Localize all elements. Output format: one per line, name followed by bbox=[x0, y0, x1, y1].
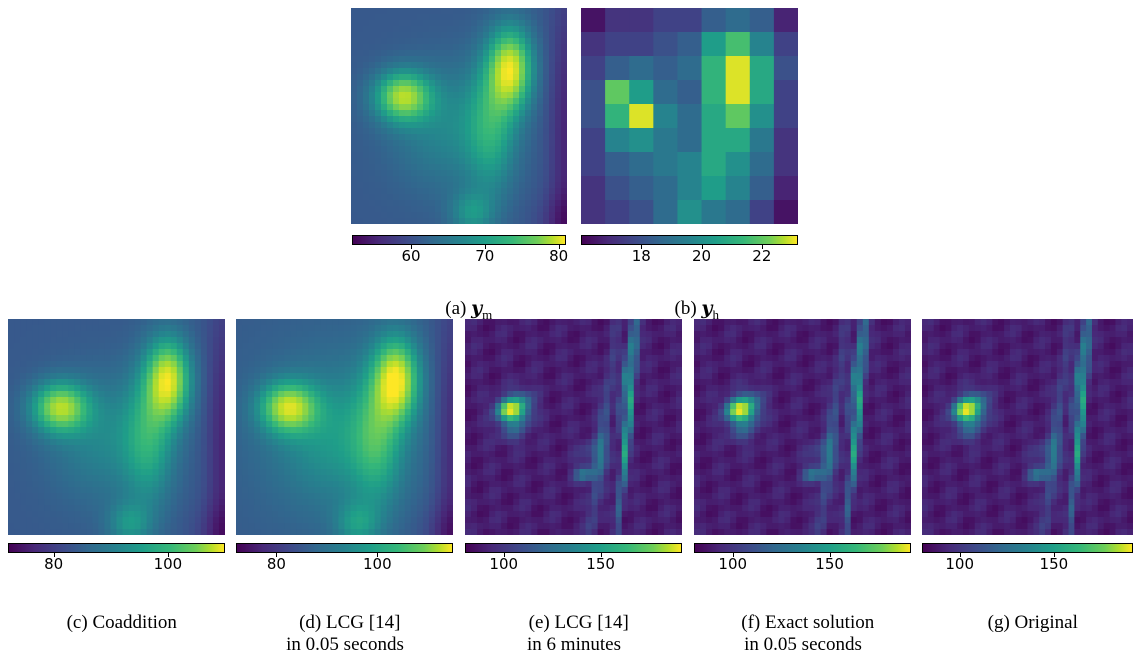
colorbar-tick bbox=[701, 245, 703, 249]
colorbar-tick bbox=[377, 553, 379, 557]
image-lcg-slow bbox=[465, 319, 682, 535]
caption-d: (d) LCG [14] in 0.05 seconds bbox=[286, 612, 404, 655]
colorbar-tick-label: 22 bbox=[752, 247, 772, 265]
panel-d: 80 100 bbox=[236, 319, 456, 573]
image-lcg-fast bbox=[236, 319, 453, 535]
colorbar-tick-label: 100 bbox=[489, 555, 519, 573]
colorbar-tick bbox=[411, 245, 413, 249]
panel-f: 100 150 bbox=[694, 319, 914, 573]
colorbar-tick bbox=[167, 553, 169, 557]
colorbar-tick bbox=[732, 553, 734, 557]
colorbar-tick bbox=[53, 553, 55, 557]
colorbar-tick bbox=[761, 245, 763, 249]
colorbar-tick bbox=[503, 553, 505, 557]
colorbar-tick-label: 150 bbox=[586, 555, 615, 573]
caption-e: (e) LCG [14] in 6 minutes bbox=[527, 612, 629, 655]
caption-f: (f) Exact solution in 0.05 seconds bbox=[741, 612, 875, 655]
colorbar-tick-label: 100 bbox=[153, 555, 183, 573]
colorbar-tick bbox=[484, 245, 486, 249]
colorbar-tick-label: 100 bbox=[945, 555, 974, 573]
image-exact-solution bbox=[694, 319, 911, 535]
image-yh bbox=[581, 8, 798, 224]
colorbar-tick bbox=[558, 245, 560, 249]
colorbar-tick-label: 80 bbox=[266, 555, 286, 573]
colorbar-tick-label: 100 bbox=[718, 555, 748, 573]
colorbar-a bbox=[352, 235, 566, 245]
colorbar-e bbox=[465, 543, 682, 553]
colorbar-tick-label: 100 bbox=[362, 555, 392, 573]
colorbar-tick-label: 18 bbox=[631, 247, 651, 265]
panel-b: 18 20 22 bbox=[581, 8, 801, 298]
colorbar-tick-label: 60 bbox=[401, 247, 421, 265]
image-original bbox=[922, 319, 1133, 535]
panel-g: 100 150 bbox=[922, 319, 1133, 573]
colorbar-b bbox=[581, 235, 798, 245]
colorbar-tick bbox=[959, 553, 961, 557]
colorbar-tick bbox=[600, 553, 602, 557]
panel-a: 60 70 80 bbox=[351, 8, 571, 298]
colorbar-tick bbox=[829, 553, 831, 557]
panel-c: 80 100 bbox=[8, 319, 228, 573]
caption-g: (g) Original bbox=[987, 612, 1078, 633]
colorbar-tick bbox=[641, 245, 643, 249]
colorbar-tick-label: 150 bbox=[1039, 555, 1069, 573]
image-ym bbox=[351, 8, 567, 224]
panel-e: 100 150 bbox=[465, 319, 685, 573]
colorbar-f bbox=[694, 543, 911, 553]
colorbar-tick-label: 150 bbox=[815, 555, 844, 573]
caption-a: (a) ym bbox=[445, 297, 493, 322]
colorbar-tick-label: 80 bbox=[44, 555, 64, 573]
colorbar-tick bbox=[276, 553, 278, 557]
colorbar-tick-label: 80 bbox=[549, 247, 569, 265]
colorbar-tick bbox=[1053, 553, 1055, 557]
colorbar-d bbox=[236, 543, 453, 553]
caption-b: (b) yh bbox=[674, 297, 719, 322]
image-coaddition bbox=[8, 319, 225, 535]
colorbar-c bbox=[8, 543, 225, 553]
colorbar-tick-label: 70 bbox=[475, 247, 495, 265]
caption-c: (c) Coaddition bbox=[66, 612, 177, 633]
colorbar-g bbox=[922, 543, 1133, 553]
colorbar-tick-label: 20 bbox=[692, 247, 712, 265]
